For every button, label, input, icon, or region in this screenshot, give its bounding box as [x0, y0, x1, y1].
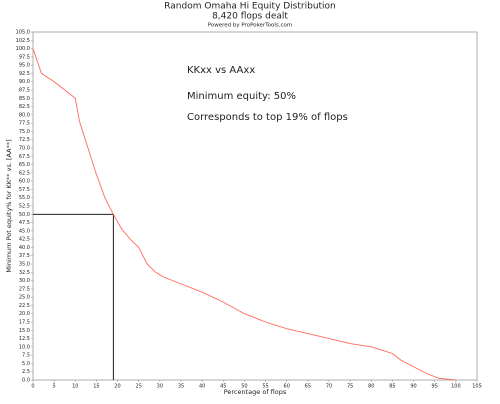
y-tick-label: 7.5 — [22, 353, 30, 359]
y-tick-label: 102.5 — [16, 38, 30, 44]
y-tick-label: 57.5 — [19, 187, 30, 193]
y-tick-label: 92.5 — [19, 71, 30, 77]
y-tick-label: 80.0 — [19, 112, 30, 118]
x-tick-label: 105 — [472, 384, 482, 390]
y-tick-label: 47.5 — [19, 220, 30, 226]
y-tick-label: 15.0 — [19, 328, 30, 334]
y-tick-label: 30.0 — [19, 278, 30, 284]
data-line — [32, 48, 456, 381]
y-tick-label: 10.0 — [19, 344, 30, 350]
y-tick-label: 2.5 — [22, 369, 30, 375]
y-tick-label: 75.0 — [19, 129, 30, 135]
x-axis-label: Percentage of flops — [224, 388, 287, 396]
plot-frame — [32, 31, 478, 381]
y-tick-label: 65.0 — [19, 162, 30, 168]
x-tick-label: 10 — [72, 384, 78, 390]
y-tick-label: 25.0 — [19, 295, 30, 301]
x-tick-label: 5 — [53, 384, 56, 390]
y-tick-label: 62.5 — [19, 170, 30, 176]
x-tick-label: 25 — [136, 384, 142, 390]
x-tick-label: 0 — [31, 384, 34, 390]
x-tick-label: 85 — [389, 384, 395, 390]
y-tick-label: 70.0 — [19, 146, 30, 152]
x-tick-label: 30 — [157, 384, 163, 390]
y-tick-label: 105.0 — [16, 30, 30, 36]
x-tick-label: 35 — [178, 384, 184, 390]
chart-title: Random Omaha Hi Equity Distribution — [164, 2, 336, 12]
x-tick-label: 20 — [114, 384, 120, 390]
y-tick-label: 60.0 — [19, 179, 30, 185]
x-tick-label: 40 — [199, 384, 205, 390]
y-tick-label: 52.5 — [19, 204, 30, 210]
y-tick-label: 95.0 — [19, 63, 30, 69]
x-tick-label: 55 — [262, 384, 268, 390]
x-tick-label: 75 — [347, 384, 353, 390]
y-tick-label: 17.5 — [19, 320, 30, 326]
x-tick-label: 65 — [305, 384, 311, 390]
y-axis-label: Minimum Pot equity% for KK** vs. [AA**] — [5, 139, 13, 272]
y-tick-label: 40.0 — [19, 245, 30, 251]
y-tick-label: 5.0 — [22, 361, 30, 367]
y-tick-label: 35.0 — [19, 262, 30, 268]
y-tick-label: 22.5 — [19, 303, 30, 309]
annotation: KKxx vs AAxx — [187, 65, 255, 76]
y-tick-label: 87.5 — [19, 88, 30, 94]
y-tick-label: 0.0 — [22, 378, 30, 384]
y-tick-label: 27.5 — [19, 286, 30, 292]
x-tick-label: 70 — [326, 384, 332, 390]
y-tick-label: 90.0 — [19, 79, 30, 85]
y-tick-label: 42.5 — [19, 237, 30, 243]
annotation: Corresponds to top 19% of flops — [187, 112, 348, 123]
y-tick-label: 50.0 — [19, 212, 30, 218]
y-tick-label: 55.0 — [19, 195, 30, 201]
x-tick-label: 90 — [410, 384, 416, 390]
y-tick-label: 72.5 — [19, 137, 30, 143]
credit: Powered by ProPokerTools.com — [208, 23, 293, 29]
y-tick-label: 85.0 — [19, 96, 30, 102]
y-tick-label: 20.0 — [19, 311, 30, 317]
x-tick-label: 50 — [241, 384, 247, 390]
y-tick-label: 45.0 — [19, 228, 30, 234]
chart-subtitle: 8,420 flops dealt — [212, 12, 288, 22]
x-tick-label: 45 — [220, 384, 226, 390]
y-tick-label: 97.5 — [19, 54, 30, 60]
x-tick-label: 15 — [93, 384, 99, 390]
x-tick-label: 95 — [432, 384, 438, 390]
x-tick-label: 60 — [284, 384, 290, 390]
x-tick-label: 80 — [368, 384, 374, 390]
y-tick-label: 12.5 — [19, 336, 30, 342]
y-tick-label: 32.5 — [19, 270, 30, 276]
annotation: Minimum equity: 50% — [187, 91, 296, 102]
y-tick-label: 37.5 — [19, 253, 30, 259]
y-tick-label: 100.0 — [16, 46, 30, 52]
y-tick-label: 77.5 — [19, 121, 30, 127]
x-tick-label: 100 — [451, 384, 461, 390]
y-tick-label: 82.5 — [19, 104, 30, 110]
y-tick-label: 67.5 — [19, 154, 30, 160]
